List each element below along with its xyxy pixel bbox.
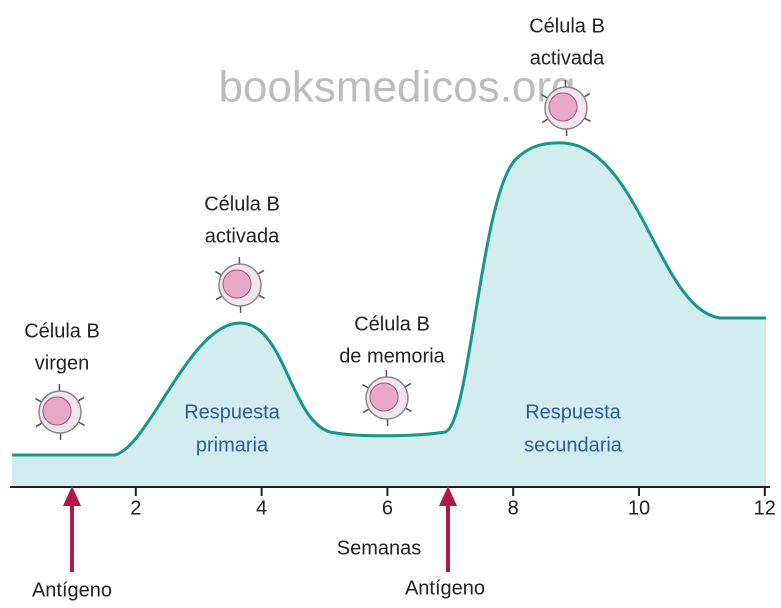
receptor — [78, 397, 84, 401]
b-cell — [215, 257, 264, 313]
cell-label: de memoria — [339, 345, 445, 367]
watermark: booksmedicos.org — [218, 63, 575, 112]
cell-label: activada — [530, 47, 605, 69]
x-tick-label: 4 — [256, 497, 267, 519]
receptor — [35, 399, 41, 402]
antigen-label: Antígeno — [32, 579, 112, 601]
cell-label: Célula B — [24, 320, 100, 342]
cell-nucleus — [223, 270, 251, 298]
b-cell — [362, 370, 411, 426]
receptor — [405, 383, 411, 387]
response-label: primaria — [196, 434, 269, 456]
receptor — [584, 93, 590, 97]
arrow-head — [439, 486, 457, 506]
arrow-head — [63, 486, 81, 506]
receptor — [584, 118, 590, 121]
x-tick-label: 8 — [508, 497, 519, 519]
cell-label: virgen — [35, 352, 89, 374]
receptor — [215, 272, 221, 275]
cell-label: Célula B — [354, 313, 430, 335]
cell-label: Célula B — [204, 193, 280, 215]
antigen-label: Antígeno — [405, 577, 485, 599]
receptor — [78, 422, 84, 425]
x-tick-label: 2 — [130, 497, 141, 519]
x-tick-label: 12 — [754, 497, 776, 519]
receptor — [258, 270, 264, 274]
response-label: secundaria — [524, 434, 623, 456]
receptor — [405, 408, 411, 411]
x-axis-label: Semanas — [337, 537, 422, 559]
response-label: Respuesta — [525, 401, 621, 423]
cell-label: Célula B — [529, 15, 605, 37]
receptor — [36, 423, 42, 427]
cell-nucleus — [43, 397, 71, 425]
x-tick-label: 10 — [628, 497, 650, 519]
cell-nucleus — [370, 383, 398, 411]
receptor — [363, 409, 369, 413]
b-cell — [35, 384, 84, 440]
receptor — [362, 385, 368, 388]
receptor — [258, 295, 264, 298]
x-tick-label: 6 — [382, 497, 393, 519]
cell-nucleus — [549, 93, 577, 121]
receptor — [542, 119, 548, 123]
cell-label: activada — [205, 225, 280, 247]
response-label: Respuesta — [184, 401, 280, 423]
receptor — [216, 296, 222, 300]
